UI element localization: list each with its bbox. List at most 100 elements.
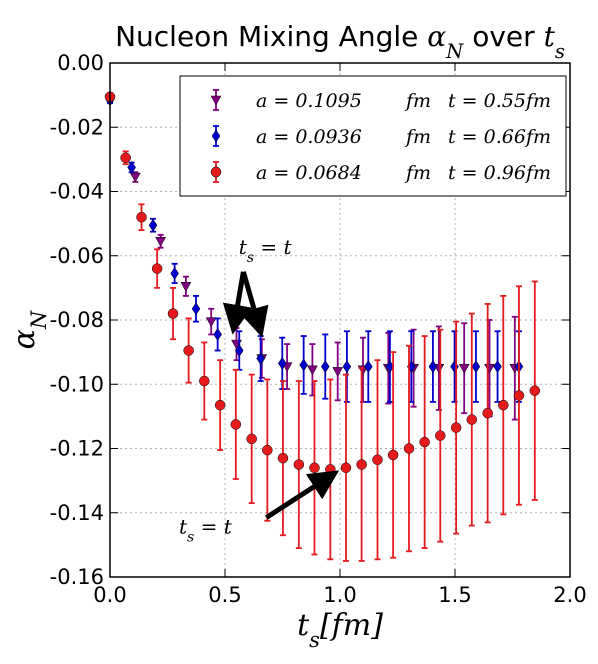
data-point xyxy=(450,422,462,433)
legend: a = 0.1095 fm t = 0.55fm a = 0.0936 fm t = 0.… xyxy=(179,75,567,197)
x-tick-label: 2.0 xyxy=(553,583,586,607)
series-1 xyxy=(105,93,524,403)
annotation-label: ts = t xyxy=(179,515,233,546)
data-point xyxy=(529,385,541,396)
math-subscript: s xyxy=(555,40,565,63)
x-axis-ticks: 0.0 0.5 1.0 1.5 2.0 xyxy=(93,63,587,607)
y-tick-label: -0.12 xyxy=(50,437,104,461)
data-point xyxy=(387,449,399,461)
data-point xyxy=(151,263,163,274)
x-tick-label: 1.5 xyxy=(438,583,471,607)
data-point xyxy=(299,358,308,372)
x-tick-label: 1.0 xyxy=(323,583,356,607)
data-point xyxy=(320,360,330,374)
annot-var: t xyxy=(179,515,188,539)
series-2 xyxy=(104,91,541,562)
legend-box xyxy=(179,75,567,197)
data-point xyxy=(191,302,201,316)
annot-sub: s xyxy=(187,530,194,546)
data-point xyxy=(293,459,305,470)
data-point xyxy=(120,152,131,164)
data-point xyxy=(458,363,470,374)
y-tick-label: -0.04 xyxy=(50,180,104,204)
legend-a-unit: fm xyxy=(404,90,431,112)
data-point xyxy=(256,352,265,366)
math-subscript: N xyxy=(445,40,464,63)
data-point xyxy=(170,266,179,280)
data-point xyxy=(435,430,446,441)
annot-rest: = t xyxy=(254,235,292,259)
xlabel-unit: [fm] xyxy=(320,608,383,643)
title-text-mid: over xyxy=(463,20,543,53)
legend-marker xyxy=(210,166,222,178)
data-point xyxy=(428,360,438,374)
data-point xyxy=(136,211,147,223)
data-point xyxy=(342,360,352,374)
data-point xyxy=(513,390,525,401)
data-point xyxy=(199,375,210,387)
annotation-arrow xyxy=(239,271,269,338)
data-point xyxy=(356,459,367,470)
title-text: Nucleon Mixing Angle xyxy=(115,20,427,53)
data-point xyxy=(482,407,493,419)
annot-var: t xyxy=(239,235,248,259)
math-var: t xyxy=(544,20,556,53)
annotations: ts = tts = t xyxy=(179,235,340,546)
annot-rest: = t xyxy=(194,515,232,539)
data-point xyxy=(419,436,430,448)
ylabel-var: α xyxy=(7,329,42,349)
y-axis-label: αN xyxy=(7,310,51,349)
legend-a-label: a = 0.0684 xyxy=(256,162,362,184)
data-point xyxy=(466,414,478,425)
data-point xyxy=(340,462,352,474)
data-point xyxy=(155,237,167,247)
y-axis-ticks: 0.00 -0.02 -0.04 -0.06 -0.08 -0.10 -0.12 -0.14 -… xyxy=(50,51,570,589)
data-point xyxy=(148,218,158,232)
y-tick-label: -0.10 xyxy=(50,372,104,396)
legend-t-label: t = 0.66fm xyxy=(448,126,551,148)
data-point xyxy=(450,360,459,374)
data-point xyxy=(214,399,226,411)
data-point xyxy=(180,282,192,292)
xlabel-sub: s xyxy=(309,628,320,652)
y-tick-label: -0.16 xyxy=(50,565,104,589)
legend-marker xyxy=(210,95,222,106)
annot-sub: s xyxy=(247,250,254,266)
x-axis-label: ts[fm] xyxy=(297,608,383,652)
legend-a-unit: fm xyxy=(404,162,431,184)
data-point xyxy=(306,365,318,376)
xlabel-var: t xyxy=(297,608,310,643)
legend-t-label: t = 0.55fm xyxy=(448,90,551,112)
data-point xyxy=(246,433,257,445)
legend-a-label: a = 0.0936 xyxy=(256,126,362,148)
data-point xyxy=(213,328,222,341)
y-tick-label: -0.08 xyxy=(50,308,104,332)
data-point xyxy=(471,360,481,374)
ylabel-sub: N xyxy=(27,310,51,330)
annotation-arrow xyxy=(222,271,253,335)
data-point xyxy=(309,462,320,474)
data-point xyxy=(493,360,502,374)
data-point xyxy=(403,443,415,454)
legend-a-unit: fm xyxy=(404,126,431,148)
data-point xyxy=(205,317,217,328)
data-point xyxy=(277,356,287,370)
y-tick-label: -0.02 xyxy=(50,115,104,139)
data-point xyxy=(183,345,194,356)
data-point xyxy=(262,444,273,456)
legend-marker xyxy=(211,129,221,143)
legend-a-label: a = 0.1095 xyxy=(256,90,362,112)
y-tick-label: -0.06 xyxy=(50,244,104,268)
x-tick-label: 0.5 xyxy=(208,583,241,607)
chart-title: Nucleon Mixing Angle αN over ts xyxy=(115,20,565,63)
legend-t-label: t = 0.96fm xyxy=(448,162,551,184)
data-point xyxy=(127,160,136,174)
data-point xyxy=(277,452,289,464)
math-var: α xyxy=(427,20,446,53)
data-point xyxy=(363,360,373,374)
data-point xyxy=(484,363,495,374)
annotation-label: ts = t xyxy=(239,235,293,266)
data-point xyxy=(325,464,336,475)
data-point xyxy=(167,308,179,319)
